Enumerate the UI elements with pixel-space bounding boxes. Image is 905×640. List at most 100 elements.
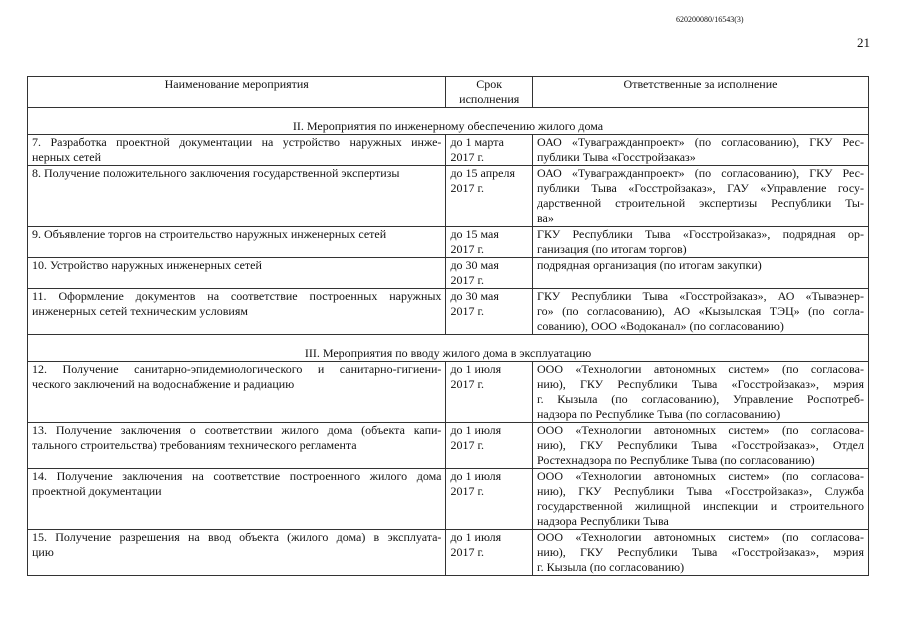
table-row: 12. Получение санитарно-эпидемиологическ… [26, 361, 869, 423]
table-header-row: Наименование мероприятия Срок исполнения … [26, 76, 869, 108]
event-name-cell: 9. Объявление торгов на строительство на… [26, 226, 447, 258]
cell-line: до 1 июля [450, 530, 502, 544]
cell-line: проектной документации [32, 484, 162, 498]
table-row: 9. Объявление торгов на строительство на… [26, 226, 869, 258]
document-number: 620200080/16543(3) [676, 15, 744, 24]
table-row: 13. Получение заключения о соответствии … [26, 422, 869, 469]
deadline-cell: до 1 июля 2017 г. [445, 422, 533, 469]
cell-line: ООО «Технологии автономных систем» (по с… [537, 469, 864, 483]
event-name-cell: 13. Получение заключения о соответствии … [26, 422, 447, 469]
cell-line: 2017 г. [450, 273, 485, 287]
deadline-cell: до 1 марта 2017 г. [445, 134, 533, 166]
table-row: 11. Оформление документов на соответстви… [26, 288, 869, 335]
deadline-cell: до 1 июля 2017 г. [445, 529, 533, 576]
cell-line: до 15 мая [450, 227, 499, 241]
cell-line: нию), ГКУ Республики Тыва «Госстройзаказ… [537, 438, 864, 452]
cell-line: ООО «Технологии автономных систем» (по с… [537, 362, 864, 376]
cell-line: 10. Устройство наружных инженерных сетей [32, 258, 262, 272]
cell-line: до 30 мая [450, 258, 499, 272]
cell-line: 12. Получение санитарно-эпидемиологическ… [32, 362, 442, 376]
column-header-name: Наименование мероприятия [26, 76, 447, 108]
table-row: 8. Получение положительного заключения г… [26, 165, 869, 227]
cell-line: тального строительства) требованиям техн… [32, 438, 357, 452]
section-header-row: III. Мероприятия по вводу жилого дома в … [27, 334, 869, 362]
cell-line: ООО «Технологии автономных систем» (по с… [537, 423, 864, 437]
cell-line: надзора по Республике Тыва (по согласова… [537, 407, 781, 421]
responsible-cell: ОАО «Тувагражданпроект» (по согласованию… [532, 134, 869, 166]
event-name-cell: 11. Оформление документов на соответстви… [26, 288, 447, 335]
cell-line: г. Кызыла (по согласованию) [537, 560, 685, 574]
event-name-cell: 7. Разработка проектной документации на … [26, 134, 447, 166]
cell-line: Срок [476, 77, 503, 91]
page-number: 21 [857, 35, 870, 50]
responsible-cell: ООО «Технологии автономных систем» (по с… [532, 468, 869, 530]
cell-line: сованию), ООО «Водоканал» (по согласован… [537, 319, 784, 333]
table-row: 14. Получение заключения на соответствие… [26, 468, 869, 530]
cell-line: 2017 г. [450, 438, 485, 452]
cell-line: 2017 г. [450, 181, 485, 195]
cell-line: ОАО «Тувагражданпроект» (по согласованию… [537, 135, 864, 149]
responsible-cell: ГКУ Республики Тыва «Госстройзаказ», под… [532, 226, 869, 258]
cell-line: Ростехнадзора по Республике Тыва (по сог… [537, 453, 815, 467]
section-title: II. Мероприятия по инженерному обеспечен… [27, 107, 869, 135]
column-header-responsible: Ответственные за исполнение [532, 76, 869, 108]
responsible-cell: ООО «Технологии автономных систем» (по с… [532, 361, 869, 423]
cell-line: 11. Оформление документов на соответстви… [32, 289, 442, 303]
cell-line: ГКУ Республики Тыва «Госстройзаказ», под… [537, 227, 864, 241]
cell-line: 15. Получение разрешения на ввод объекта… [32, 530, 442, 544]
cell-line: Ответственные за исполнение [623, 77, 778, 91]
cell-line: 2017 г. [450, 484, 485, 498]
cell-line: 2017 г. [450, 304, 485, 318]
event-name-cell: 12. Получение санитарно-эпидемиологическ… [26, 361, 447, 423]
cell-line: до 30 мая [450, 289, 499, 303]
cell-line: 2017 г. [450, 545, 485, 559]
cell-line: до 1 июля [450, 362, 502, 376]
cell-line: до 1 июля [450, 423, 502, 437]
deadline-cell: до 1 июля 2017 г. [445, 468, 533, 530]
cell-line: публики Тыва «Госстройзаказ» [537, 150, 696, 164]
cell-line: исполнения [459, 92, 520, 106]
cell-line: 14. Получение заключения на соответствие… [32, 469, 442, 483]
cell-line: до 1 марта [450, 135, 504, 149]
deadline-cell: до 30 мая 2017 г. [445, 257, 533, 289]
event-name-cell: 14. Получение заключения на соответствие… [26, 468, 447, 530]
cell-line: публики Тыва «Госстройзаказ», ГАУ «Управ… [537, 181, 864, 195]
event-name-cell: 10. Устройство наружных инженерных сетей [26, 257, 447, 289]
cell-line: ганизация (по итогам торгов) [537, 242, 687, 256]
cell-line: нию), ГКУ Республики Тыва «Госстройзаказ… [537, 545, 864, 559]
responsible-cell: ООО «Технологии автономных систем» (по с… [532, 529, 869, 576]
section-header-row: II. Мероприятия по инженерному обеспечен… [27, 107, 869, 135]
events-table: Наименование мероприятия Срок исполнения … [26, 76, 869, 576]
deadline-cell: до 1 июля 2017 г. [445, 361, 533, 423]
cell-line: нию), ГКУ Республики Тыва «Госстройзаказ… [537, 377, 864, 391]
event-name-cell: 15. Получение разрешения на ввод объекта… [26, 529, 447, 576]
deadline-cell: до 15 мая 2017 г. [445, 226, 533, 258]
cell-line: цию [32, 545, 54, 559]
cell-line: 8. Получение положительного заключения г… [32, 166, 400, 180]
cell-line: надзора Республики Тыва [537, 514, 669, 528]
deadline-cell: до 30 мая 2017 г. [445, 288, 533, 335]
cell-line: государственной жилищной инспекции и стр… [537, 499, 864, 513]
cell-line: нерных сетей [32, 150, 102, 164]
section-title: III. Мероприятия по вводу жилого дома в … [27, 334, 869, 362]
cell-line: го» (по согласованию), АО «Кызылская ТЭЦ… [537, 304, 864, 318]
cell-line: 13. Получение заключения о соответствии … [32, 423, 442, 437]
cell-line: дарственной строительной экспертизы Респ… [537, 196, 864, 210]
cell-line: ОАО «Тувагражданпроект» (по согласованию… [537, 166, 864, 180]
responsible-cell: ООО «Технологии автономных систем» (по с… [532, 422, 869, 469]
cell-line: ческого заключений на водоснабжение и ра… [32, 377, 295, 391]
responsible-cell: ОАО «Тувагражданпроект» (по согласованию… [532, 165, 869, 227]
cell-line: 2017 г. [450, 377, 485, 391]
cell-line: ООО «Технологии автономных систем» (по с… [537, 530, 864, 544]
cell-line: ГКУ Республики Тыва «Госстройзаказ», АО … [537, 289, 864, 303]
cell-line: нию), ГКУ Республики Тыва «Госстройзаказ… [537, 484, 864, 498]
table-row: 7. Разработка проектной документации на … [26, 134, 869, 166]
cell-line: 9. Объявление торгов на строительство на… [32, 227, 387, 241]
table-row: 10. Устройство наружных инженерных сетей… [26, 257, 869, 289]
cell-line: 2017 г. [450, 242, 485, 256]
cell-line: до 15 апреля [450, 166, 515, 180]
table-row: 15. Получение разрешения на ввод объекта… [26, 529, 869, 576]
responsible-cell: подрядная организация (по итогам закупки… [532, 257, 869, 289]
cell-line: г. Кызыла (по согласованию), Управление … [537, 392, 864, 406]
column-header-deadline: Срок исполнения [445, 76, 533, 108]
